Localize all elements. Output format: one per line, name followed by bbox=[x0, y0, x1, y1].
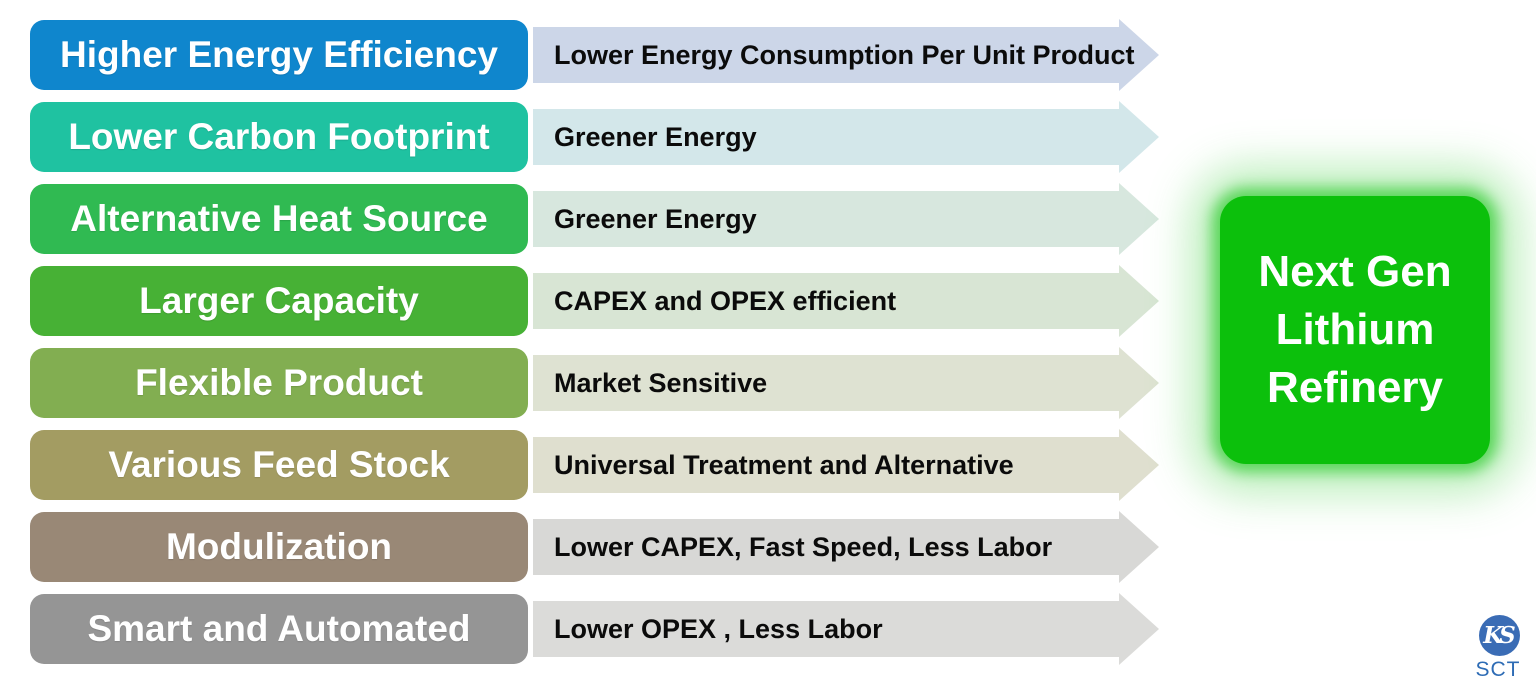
feature-row: Lower Energy Consumption Per Unit Produc… bbox=[0, 19, 1536, 91]
feature-pill: Alternative Heat Source bbox=[30, 184, 528, 254]
benefit-arrow-label: Lower OPEX , Less Labor bbox=[554, 613, 883, 644]
feature-pill-label: Lower Carbon Footprint bbox=[68, 116, 490, 157]
result-box-line: Next Gen bbox=[1258, 247, 1452, 296]
feature-row: CAPEX and OPEX efficient Larger Capacity bbox=[0, 265, 1536, 337]
benefit-arrow bbox=[533, 19, 1159, 91]
benefit-arrow-label: Market Sensitive bbox=[554, 367, 768, 398]
feature-row: Lower CAPEX, Fast Speed, Less Labor Modu… bbox=[0, 511, 1536, 583]
benefit-arrow bbox=[533, 101, 1159, 173]
benefit-arrow bbox=[533, 183, 1159, 255]
feature-pill-label: Modulization bbox=[165, 526, 393, 567]
feature-row: Greener Energy Alternative Heat Source bbox=[0, 183, 1536, 255]
benefit-arrow bbox=[533, 511, 1159, 583]
sct-logo: KS SCT bbox=[1462, 613, 1534, 683]
feature-pill-label: Flexible Product bbox=[135, 362, 423, 403]
benefit-arrow-label: Lower Energy Consumption Per Unit Produc… bbox=[554, 39, 1135, 70]
benefit-arrow bbox=[533, 429, 1159, 501]
feature-row: Lower OPEX , Less Labor Smart and Automa… bbox=[0, 593, 1536, 665]
logo-text: SCT bbox=[1475, 658, 1521, 681]
benefit-arrow-label: Lower CAPEX, Fast Speed, Less Labor bbox=[554, 531, 1053, 562]
result-box: Next Gen Lithium Refinery bbox=[1220, 196, 1490, 464]
feature-pill: Larger Capacity bbox=[30, 266, 528, 336]
feature-pill-label: Alternative Heat Source bbox=[70, 198, 488, 239]
result-box-line: Lithium bbox=[1275, 305, 1435, 354]
feature-pill-label: Various Feed Stock bbox=[108, 444, 450, 485]
result-box-line: Refinery bbox=[1266, 363, 1444, 412]
feature-row: Greener Energy Lower Carbon Footprint bbox=[0, 101, 1536, 173]
feature-pill-label: Higher Energy Efficiency bbox=[60, 34, 498, 75]
feature-pill: Modulization bbox=[30, 512, 528, 582]
benefit-arrow bbox=[533, 265, 1159, 337]
feature-pill: Higher Energy Efficiency bbox=[30, 20, 528, 90]
benefit-arrow-label: Greener Energy bbox=[554, 121, 757, 152]
feature-pill-label: Smart and Automated bbox=[87, 608, 471, 649]
benefit-arrow bbox=[533, 593, 1159, 665]
feature-pill-label: Larger Capacity bbox=[139, 280, 419, 321]
feature-pill: Flexible Product bbox=[30, 348, 528, 418]
benefit-arrow-label: Universal Treatment and Alternative bbox=[554, 449, 1014, 480]
feature-pill: Various Feed Stock bbox=[30, 430, 528, 500]
logo-monogram-icon: KS bbox=[1479, 615, 1520, 656]
feature-row: Market Sensitive Flexible Product bbox=[0, 347, 1536, 419]
benefit-arrow-label: Greener Energy bbox=[554, 203, 757, 234]
feature-pill: Smart and Automated bbox=[30, 594, 528, 664]
benefit-arrow bbox=[533, 347, 1159, 419]
benefit-arrow-label: CAPEX and OPEX efficient bbox=[554, 285, 897, 316]
feature-pill: Lower Carbon Footprint bbox=[30, 102, 528, 172]
feature-row: Universal Treatment and Alternative Vari… bbox=[0, 429, 1536, 501]
